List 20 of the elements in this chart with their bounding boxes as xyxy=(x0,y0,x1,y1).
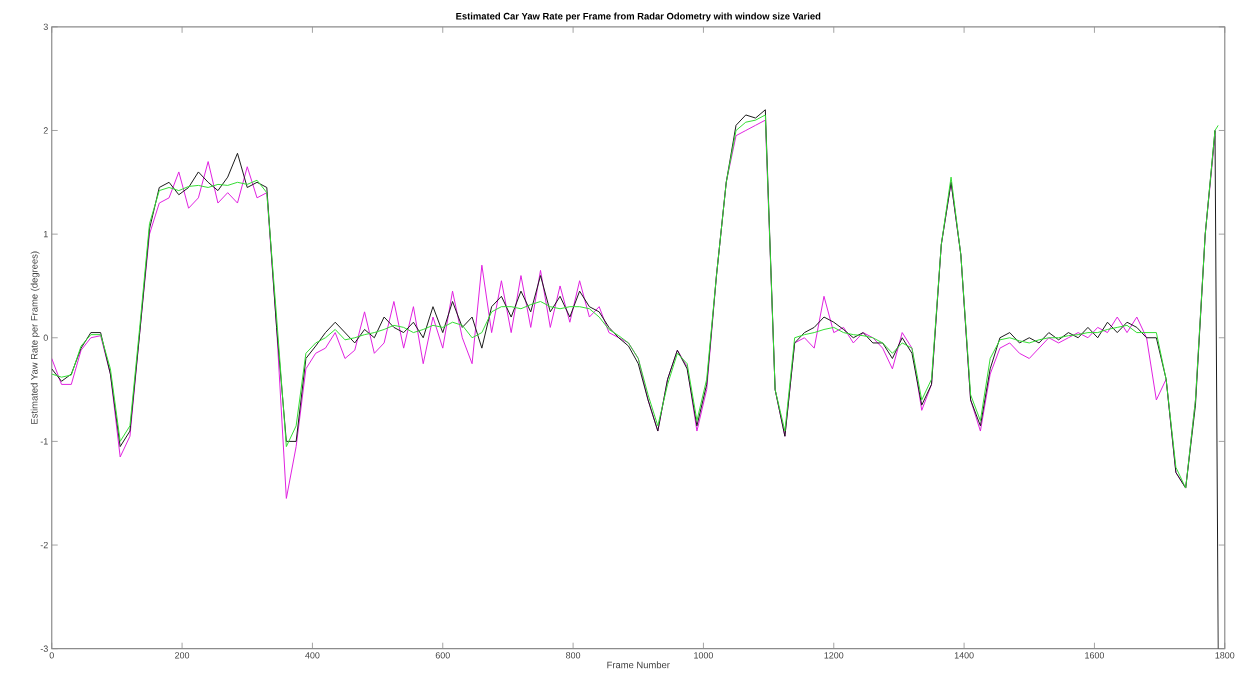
x-tick-label: 1400 xyxy=(954,651,974,659)
x-tick-label: 1000 xyxy=(694,651,714,659)
x-tick-label: 0 xyxy=(49,651,54,659)
y-tick-label: -2 xyxy=(40,541,48,548)
y-tick-label: 0 xyxy=(43,334,48,341)
x-axis-title: Frame Number xyxy=(607,661,670,669)
y-tick-label: 1 xyxy=(43,230,48,237)
y-tick-label: -1 xyxy=(40,438,48,445)
x-tick-label: 800 xyxy=(566,651,581,659)
x-tick-label: 1200 xyxy=(824,651,844,659)
chart-title: Estimated Car Yaw Rate per Frame from Radar Odometry with window size Varied xyxy=(456,12,821,22)
x-tick-label: 1800 xyxy=(1215,651,1235,659)
x-tick-label: 200 xyxy=(175,651,190,659)
y-tick-label: 3 xyxy=(43,23,48,30)
x-tick-label: 600 xyxy=(435,651,450,659)
y-tick-label: 2 xyxy=(43,127,48,134)
y-axis-title: Estimated Yaw Rate per Frame (degrees) xyxy=(30,251,40,424)
y-tick-label: -3 xyxy=(40,645,48,652)
x-tick-label: 1600 xyxy=(1085,651,1105,659)
x-tick-label: 400 xyxy=(305,651,320,659)
